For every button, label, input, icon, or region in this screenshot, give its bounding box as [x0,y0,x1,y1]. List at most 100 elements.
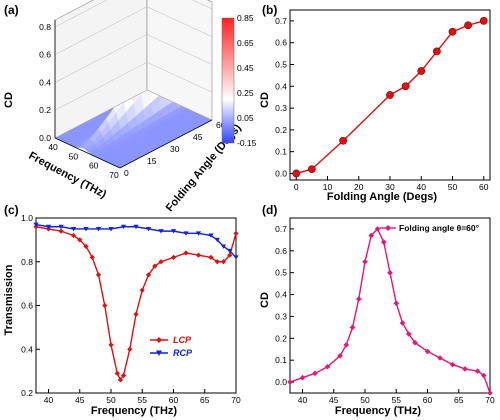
data-point [464,21,473,30]
data-point [102,302,108,309]
data-point [58,224,64,230]
x-tick-label-5: 65 [454,395,464,405]
y-tick-label-2: 0.2 [275,125,287,135]
y-axis-line [119,119,213,169]
y-tick-label-0: 0.2 [21,388,33,398]
data-point [339,136,348,145]
plot-frame [35,217,237,394]
colorbar: 0.85 0.65 0.45 0.25 0.05 -0.15 [221,13,257,148]
x-tick-label-5: 50 [448,182,458,192]
data-point [233,230,239,236]
data-point [343,342,350,348]
data-point [170,229,177,234]
data-point [287,379,293,385]
panel-c-label: (c) [4,203,19,217]
x-tick-label-6: 60 [479,182,489,192]
data-point [387,269,393,276]
data-point [386,91,394,99]
y-tick-label-3: 0.8 [21,257,33,267]
panel-b: (b) 0 10 20 30 40 50 60 0.0 0.1 0.2 0.3 0.4 0.5 0.6 0.… [259,3,491,203]
data-point [114,370,120,376]
data-point [89,254,95,260]
x-tick-label-3: 55 [138,395,148,405]
data-point [424,348,431,355]
y-tick-label-4: 1.0 [21,213,33,223]
data-point [437,355,443,361]
a-zlabel: CD [3,92,15,108]
data-point [208,254,214,260]
data-point [33,222,39,227]
data-point [233,255,239,260]
x-tick-label-3: 55 [392,395,402,405]
c-xlabel: Frequency (THz) [91,405,178,417]
data-point [45,224,52,230]
data-point [412,339,418,346]
colorbar-bar [221,17,235,144]
data-point [183,250,189,256]
y-tick-label-2: 0.2 [275,333,287,343]
data-point [380,239,387,245]
y-tick-label-5: 0.5 [275,59,287,69]
x-tick-label-5: 65 [200,395,210,405]
data-point [133,224,139,230]
x-tick-label-2: 20 [354,182,364,192]
b-xlabel: Folding Angle (Degs) [327,191,438,203]
z-tick-label-1: 0.2 [39,105,51,115]
data-point [349,324,356,331]
data-point [127,346,133,352]
data-point [95,272,102,278]
series-line-0 [35,226,237,382]
data-point [70,226,77,232]
y-tick-label-0: 0 [124,168,129,178]
x-tick-label-2: 50 [106,395,116,405]
data-point [393,300,400,307]
data-point [83,243,89,250]
x-tick-label-6: 70 [231,395,241,405]
z-tick-label-4: 0.8 [39,22,51,32]
data-point [214,237,220,243]
y-tick-label-6: 0.6 [275,246,287,256]
colorbar-tick-2: 0.45 [237,63,254,73]
data-point [70,232,77,239]
data-point [432,47,441,56]
series-line-1 [35,223,237,258]
data-point [120,372,127,379]
data-point [337,353,343,359]
data-point [474,368,481,374]
legend-marker [385,225,391,231]
x-tick-label-6: 70 [485,395,495,405]
data-point [120,224,127,230]
data-point [145,226,152,232]
legend-marker [156,350,162,356]
data-point [145,272,152,278]
y-tick-label-2: 30 [170,144,180,154]
y-tick-label-6: 0.6 [275,38,287,48]
data-point [480,372,487,379]
data-point [449,361,456,368]
legend-marker [156,337,162,343]
a-xlabel: Frequency (THz) [27,150,109,201]
data-point [139,287,145,293]
plot-frame [289,217,491,394]
z-grid [54,61,213,111]
x-tick-label-4: 60 [169,395,179,405]
z-grid [54,6,213,55]
colorbar-tick-4: 0.05 [237,113,254,123]
colorbar-tick-0: 0.85 [237,13,254,23]
x-tick-label-0: 0 [294,182,299,192]
data-point [405,331,412,337]
data-point [208,233,214,238]
data-point [355,296,362,302]
y-tick-label-0: 0.0 [275,168,287,178]
series-line-0 [289,227,491,394]
data-point [152,263,158,269]
x-tick-label-1: 45 [75,395,85,405]
data-point [220,244,227,249]
x-tick-label-4: 40 [417,182,427,192]
panel-a-label: (a) [4,3,19,17]
y-tick-label-1: 0.1 [275,147,287,157]
x-tick-label-1: 45 [329,395,339,405]
data-point [227,252,233,258]
data-point [158,259,164,265]
